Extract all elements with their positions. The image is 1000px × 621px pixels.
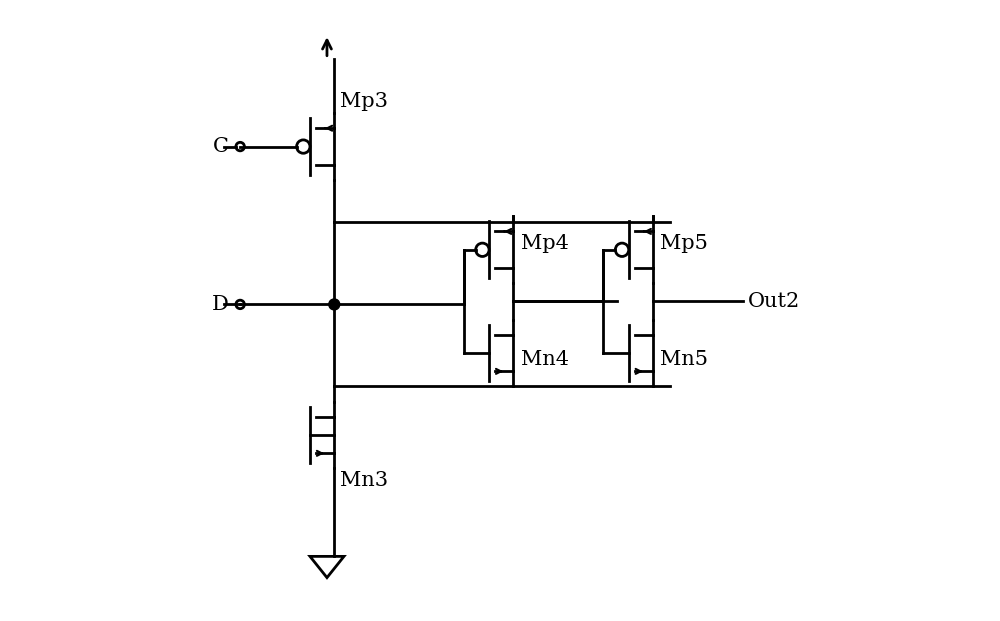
Text: Mp5: Mp5 [660,234,708,253]
Text: Mp3: Mp3 [340,91,388,111]
Text: Mn3: Mn3 [340,471,388,490]
Text: D: D [212,295,229,314]
Text: C: C [213,137,229,156]
Text: Mn4: Mn4 [521,350,569,369]
Text: Mp4: Mp4 [521,234,569,253]
Text: Out2: Out2 [748,292,800,311]
Text: Mn5: Mn5 [660,350,708,369]
Circle shape [329,299,340,310]
